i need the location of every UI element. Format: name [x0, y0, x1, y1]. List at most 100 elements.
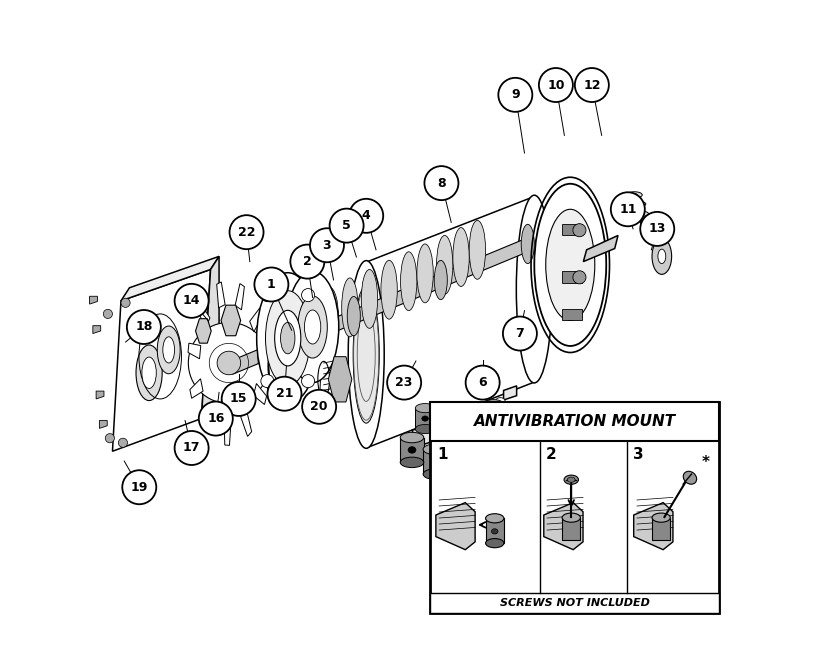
Ellipse shape — [142, 357, 157, 388]
Text: 12: 12 — [583, 78, 601, 92]
Bar — [430, 593, 719, 613]
Ellipse shape — [631, 194, 638, 196]
Ellipse shape — [274, 310, 301, 366]
Text: 1: 1 — [267, 278, 276, 291]
Circle shape — [387, 366, 421, 400]
Circle shape — [466, 366, 499, 400]
Polygon shape — [436, 502, 475, 549]
Circle shape — [268, 377, 302, 411]
Polygon shape — [217, 282, 225, 308]
Ellipse shape — [683, 472, 696, 484]
Ellipse shape — [381, 260, 397, 319]
Circle shape — [539, 68, 573, 102]
Polygon shape — [241, 410, 251, 436]
Text: 20: 20 — [311, 400, 328, 413]
Ellipse shape — [349, 260, 384, 449]
Ellipse shape — [484, 421, 503, 430]
Polygon shape — [583, 235, 618, 262]
Polygon shape — [412, 386, 517, 446]
Ellipse shape — [265, 290, 310, 386]
Text: ANTIVIBRATION MOUNT: ANTIVIBRATION MOUNT — [474, 415, 676, 429]
Circle shape — [499, 78, 532, 112]
Polygon shape — [254, 383, 267, 405]
Text: SCREWS NOT INCLUDED: SCREWS NOT INCLUDED — [500, 598, 650, 608]
Ellipse shape — [485, 538, 504, 548]
Ellipse shape — [484, 400, 503, 409]
Circle shape — [424, 166, 458, 200]
Circle shape — [175, 284, 208, 318]
Text: 5: 5 — [342, 219, 351, 232]
Ellipse shape — [626, 192, 642, 198]
Text: 2: 2 — [303, 255, 311, 268]
Text: 9: 9 — [511, 88, 520, 101]
Circle shape — [573, 224, 586, 237]
Text: 4: 4 — [362, 209, 371, 222]
Text: 23: 23 — [396, 376, 413, 389]
Text: 7: 7 — [516, 327, 524, 340]
Ellipse shape — [652, 238, 672, 275]
Bar — [563, 309, 582, 320]
Circle shape — [121, 298, 130, 307]
Circle shape — [119, 438, 128, 447]
Polygon shape — [221, 305, 241, 336]
Polygon shape — [93, 326, 101, 334]
Circle shape — [302, 390, 336, 424]
Bar — [484, 404, 503, 425]
Ellipse shape — [287, 271, 339, 383]
Polygon shape — [188, 343, 201, 359]
Bar — [415, 408, 435, 429]
Ellipse shape — [636, 203, 642, 205]
Ellipse shape — [644, 230, 655, 234]
Ellipse shape — [347, 296, 360, 336]
Ellipse shape — [522, 224, 534, 264]
Ellipse shape — [408, 447, 416, 453]
Text: 22: 22 — [238, 226, 255, 239]
Polygon shape — [204, 407, 215, 433]
Polygon shape — [366, 196, 535, 448]
Bar — [464, 411, 484, 432]
Text: 16: 16 — [207, 412, 224, 425]
Ellipse shape — [438, 418, 448, 426]
Circle shape — [199, 402, 233, 436]
Bar — [400, 438, 424, 462]
Ellipse shape — [400, 457, 424, 468]
Bar — [438, 419, 458, 440]
Ellipse shape — [431, 458, 439, 465]
Ellipse shape — [438, 436, 458, 445]
Circle shape — [349, 199, 383, 233]
Circle shape — [189, 322, 269, 404]
Polygon shape — [250, 308, 263, 332]
Polygon shape — [258, 350, 270, 364]
Ellipse shape — [464, 406, 484, 415]
Ellipse shape — [422, 416, 428, 421]
Ellipse shape — [490, 412, 497, 417]
Circle shape — [640, 212, 674, 246]
Ellipse shape — [469, 220, 485, 279]
Bar — [563, 271, 582, 283]
Polygon shape — [328, 356, 352, 402]
Ellipse shape — [485, 514, 504, 523]
Polygon shape — [90, 296, 97, 304]
Ellipse shape — [652, 513, 671, 522]
Text: 10: 10 — [547, 78, 564, 92]
Circle shape — [103, 309, 112, 318]
Bar — [423, 449, 447, 474]
Ellipse shape — [361, 269, 377, 328]
Text: 11: 11 — [619, 203, 637, 216]
Circle shape — [222, 382, 255, 416]
Ellipse shape — [636, 211, 648, 216]
Circle shape — [503, 317, 537, 351]
Circle shape — [255, 267, 288, 301]
Polygon shape — [634, 502, 673, 549]
Ellipse shape — [434, 260, 447, 300]
Ellipse shape — [517, 195, 552, 383]
Polygon shape — [195, 318, 211, 343]
Circle shape — [575, 68, 609, 102]
Text: 18: 18 — [135, 320, 152, 334]
Bar — [652, 518, 671, 540]
Text: 14: 14 — [183, 294, 200, 307]
Circle shape — [573, 271, 586, 284]
Ellipse shape — [136, 345, 162, 400]
Ellipse shape — [658, 249, 666, 264]
Bar — [430, 402, 719, 613]
